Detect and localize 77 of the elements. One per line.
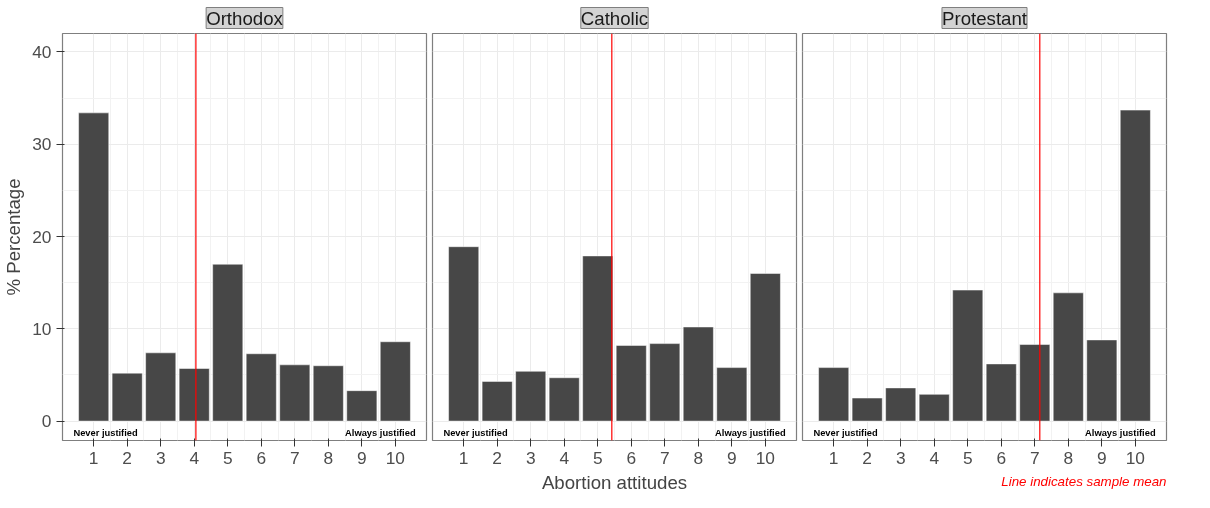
bar <box>481 381 513 422</box>
bar <box>818 367 849 422</box>
bar <box>1120 109 1151 422</box>
y-tick-label: 40 <box>32 41 52 62</box>
bar <box>1019 344 1051 422</box>
bar <box>78 112 109 422</box>
x-tick-label: 7 <box>289 447 300 468</box>
bar <box>716 367 748 422</box>
x-tick-label: 1 <box>828 447 839 468</box>
bar <box>1086 339 1118 422</box>
x-tick-label: 1 <box>88 447 99 468</box>
y-tick-label: 20 <box>32 226 52 247</box>
x-tick-label: 3 <box>895 447 906 468</box>
annotation: Always justified <box>345 427 416 438</box>
bar <box>178 368 210 422</box>
bar <box>380 341 411 422</box>
annotation: Always justified <box>1085 427 1156 438</box>
bar <box>548 377 580 422</box>
bar <box>515 371 547 422</box>
bar <box>346 390 378 422</box>
bar <box>212 263 244 422</box>
x-tick-label: 9 <box>356 447 367 468</box>
bar <box>245 353 277 422</box>
x-tick-label: 6 <box>256 447 267 468</box>
bar <box>1052 292 1084 422</box>
annotation: Always justified <box>715 427 786 438</box>
x-tick-label: 3 <box>525 447 536 468</box>
x-tick-label: 4 <box>189 447 200 468</box>
chart-title: Protestant <box>941 7 1028 29</box>
x-tick-label: 2 <box>862 447 873 468</box>
annotation: Never justified <box>813 427 878 438</box>
x-tick-label: 9 <box>726 447 737 468</box>
bar <box>111 372 143 422</box>
x-tick-label: 1 <box>458 447 469 468</box>
x-tick-label: 8 <box>693 447 704 468</box>
bar <box>682 326 714 422</box>
x-axis-title: Abortion attitudes <box>541 471 688 493</box>
x-tick-label: 9 <box>1096 447 1107 468</box>
bar <box>918 394 950 422</box>
bar <box>145 352 177 422</box>
bar <box>851 397 883 422</box>
x-tick-label: 2 <box>492 447 503 468</box>
bar <box>952 289 984 422</box>
x-tick-label: 4 <box>929 447 940 468</box>
annotation: Never justified <box>443 427 508 438</box>
bar <box>649 343 681 422</box>
bar <box>448 246 479 422</box>
x-tick-label: 4 <box>559 447 570 468</box>
x-tick-label: 8 <box>323 447 334 468</box>
x-tick-label: 6 <box>996 447 1007 468</box>
chart-title: Catholic <box>580 7 649 29</box>
x-tick-label: 10 <box>1125 447 1145 468</box>
x-tick-label: 3 <box>155 447 166 468</box>
bar <box>985 363 1017 422</box>
text: Line indicates sample mean <box>1001 473 1167 489</box>
annotation: Never justified <box>73 427 138 438</box>
x-tick-label: 7 <box>1029 447 1040 468</box>
bar <box>885 387 917 422</box>
bar <box>279 364 311 422</box>
x-tick-label: 8 <box>1063 447 1074 468</box>
y-tick-label: 30 <box>32 134 52 155</box>
bar <box>615 345 647 422</box>
x-tick-label: 7 <box>659 447 670 468</box>
x-tick-label: 5 <box>592 447 603 468</box>
x-tick-label: 2 <box>122 447 133 468</box>
y-tick-label: 10 <box>32 318 52 339</box>
x-tick-label: 6 <box>626 447 637 468</box>
x-tick-label: 10 <box>755 447 775 468</box>
bar <box>750 273 781 422</box>
x-tick-label: 5 <box>962 447 973 468</box>
bar <box>582 255 614 422</box>
chart-title: Orthodox <box>206 7 284 29</box>
bar <box>312 365 344 422</box>
x-tick-label: 5 <box>222 447 233 468</box>
y-tick-label: 0 <box>41 411 52 432</box>
y-axis-title: % Percentage <box>3 178 25 296</box>
x-tick-label: 10 <box>385 447 405 468</box>
